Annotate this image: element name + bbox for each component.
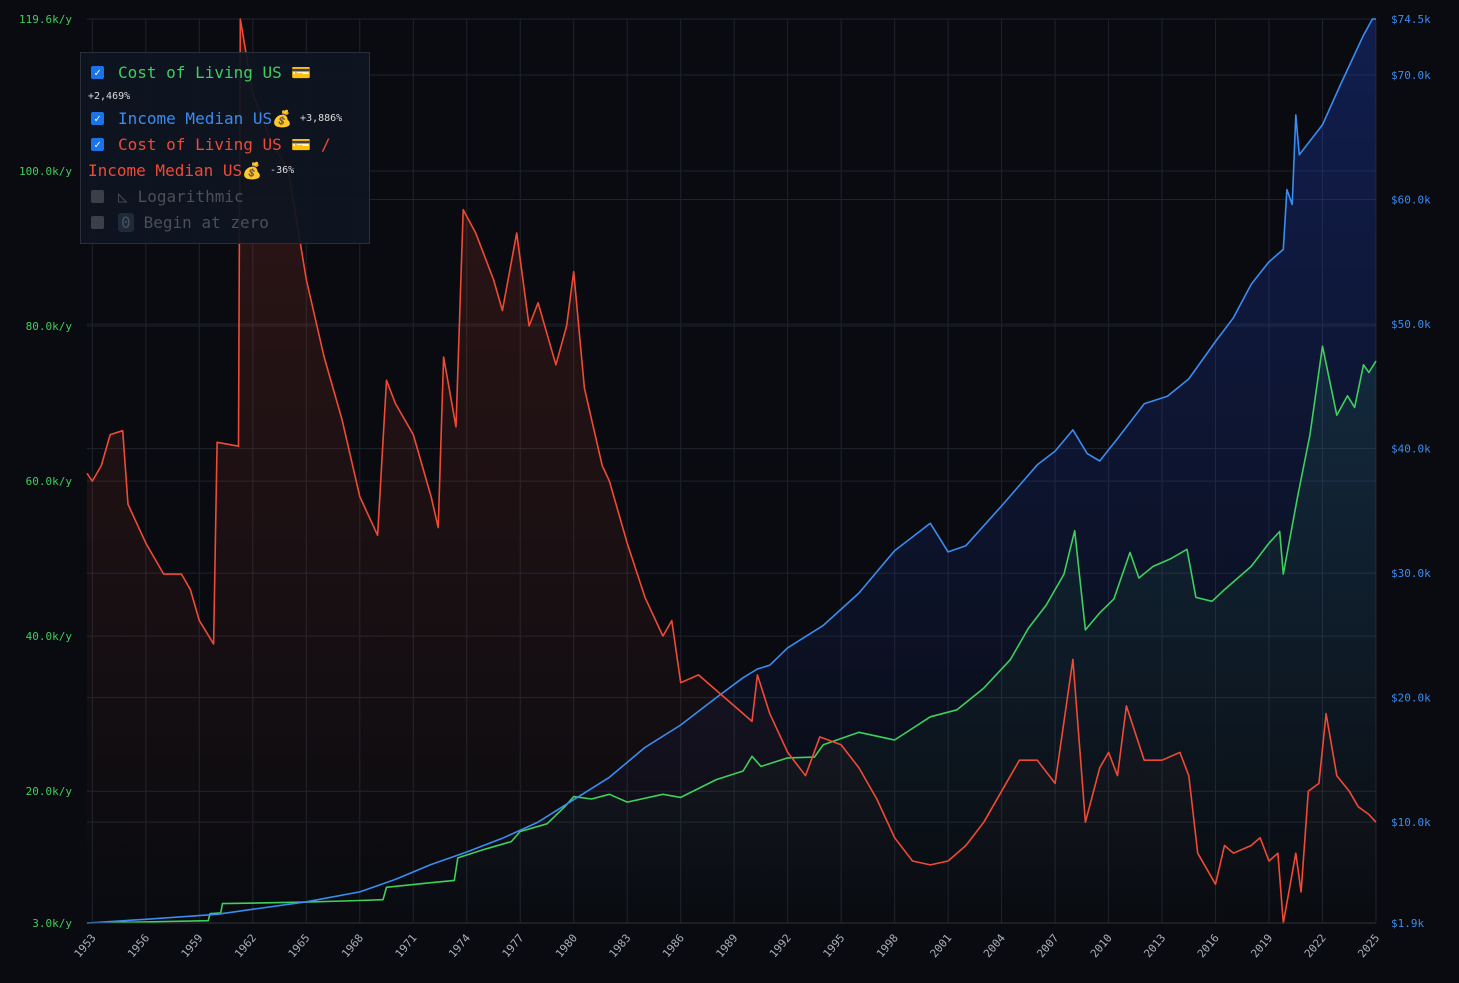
- right-axis-tick-label: $20.0k: [1391, 692, 1431, 705]
- x-tick-label: 1974: [446, 931, 473, 960]
- legend: ✓ Cost of Living US 💳 +2,469% ✓ Income M…: [80, 52, 370, 244]
- left-axis-tick-label: 60.0k/y: [26, 475, 73, 488]
- series-line: [86, 345, 1377, 924]
- legend-change: -36%: [270, 165, 295, 176]
- right-axis-tick-label: $50.0k: [1391, 318, 1431, 331]
- right-axis-tick-label: $40.0k: [1391, 443, 1431, 456]
- x-tick-label: 1968: [339, 932, 366, 961]
- series-areas: [87, 19, 1376, 923]
- right-axis-tick-label: $60.0k: [1391, 194, 1431, 207]
- left-axis-tick-label: 100.0k/y: [19, 165, 72, 178]
- right-axis-tick-label: $1.9k: [1391, 917, 1424, 930]
- left-axis-tick-label: 40.0k/y: [26, 630, 73, 643]
- series-area: [87, 19, 1376, 923]
- checkbox-checked-icon[interactable]: ✓: [91, 112, 104, 125]
- x-tick-label: 2004: [981, 931, 1008, 960]
- left-axis-tick-label: 119.6k/y: [19, 13, 72, 26]
- legend-change: +3,886%: [300, 113, 343, 124]
- left-axis-tick-label: 20.0k/y: [26, 785, 73, 798]
- x-tick-label: 2013: [1141, 932, 1168, 961]
- set-square-icon: ◺: [118, 187, 128, 206]
- x-tick-label: 1989: [713, 932, 740, 961]
- x-tick-label: 1998: [874, 932, 901, 961]
- legend-item-ratio[interactable]: ✓ Cost of Living US 💳 /: [91, 135, 331, 154]
- zero-icon: 0: [118, 213, 134, 232]
- left-axis-tick-label: 80.0k/y: [26, 320, 73, 333]
- x-tick-label: 1959: [179, 932, 206, 961]
- right-axis-tick-label: $30.0k: [1391, 567, 1431, 580]
- x-tick-label: 1983: [607, 932, 634, 961]
- right-axis-tick-label: $74.5k: [1391, 13, 1431, 26]
- checkbox-checked-icon[interactable]: ✓: [91, 138, 104, 151]
- x-tick-label: 1965: [286, 932, 313, 961]
- logarithmic-toggle[interactable]: ◺ Logarithmic: [91, 187, 244, 206]
- x-tick-label: 1980: [553, 932, 580, 961]
- x-tick-label: 2022: [1302, 932, 1329, 961]
- series-area: [87, 19, 1376, 923]
- x-tick-label: 2019: [1248, 932, 1275, 961]
- x-tick-label: 1953: [72, 932, 99, 961]
- series-line: [86, 18, 1376, 924]
- right-axis-tick-label: $10.0k: [1391, 816, 1431, 829]
- right-axis-tick-label: $70.0k: [1391, 69, 1431, 82]
- x-tick-label: 1962: [232, 932, 259, 961]
- legend-item-income-median[interactable]: ✓ Income Median US💰 +3,886%: [91, 109, 342, 128]
- x-tick-label: 1956: [125, 932, 152, 961]
- x-tick-label: 2025: [1355, 932, 1382, 961]
- x-tick-label: 1971: [393, 932, 420, 961]
- x-tick-label: 2007: [1034, 932, 1061, 961]
- left-axis-tick-label: 3.0k/y: [32, 917, 72, 930]
- checkbox-checked-icon[interactable]: ✓: [91, 66, 104, 79]
- legend-change: +2,469%: [88, 91, 131, 102]
- x-tick-label: 2010: [1088, 932, 1115, 961]
- x-tick-label: 1992: [767, 932, 794, 961]
- legend-item-cost-of-living[interactable]: ✓ Cost of Living US 💳: [91, 63, 311, 82]
- checkbox-unchecked-icon[interactable]: [91, 216, 104, 229]
- x-tick-label: 1995: [820, 932, 847, 961]
- begin-at-zero-toggle[interactable]: 0 Begin at zero: [91, 213, 269, 232]
- x-tick-label: 2016: [1195, 932, 1222, 961]
- x-tick-label: 2001: [927, 932, 954, 961]
- checkbox-unchecked-icon[interactable]: [91, 190, 104, 203]
- x-tick-label: 1986: [660, 932, 687, 961]
- x-tick-label: 1977: [500, 932, 527, 961]
